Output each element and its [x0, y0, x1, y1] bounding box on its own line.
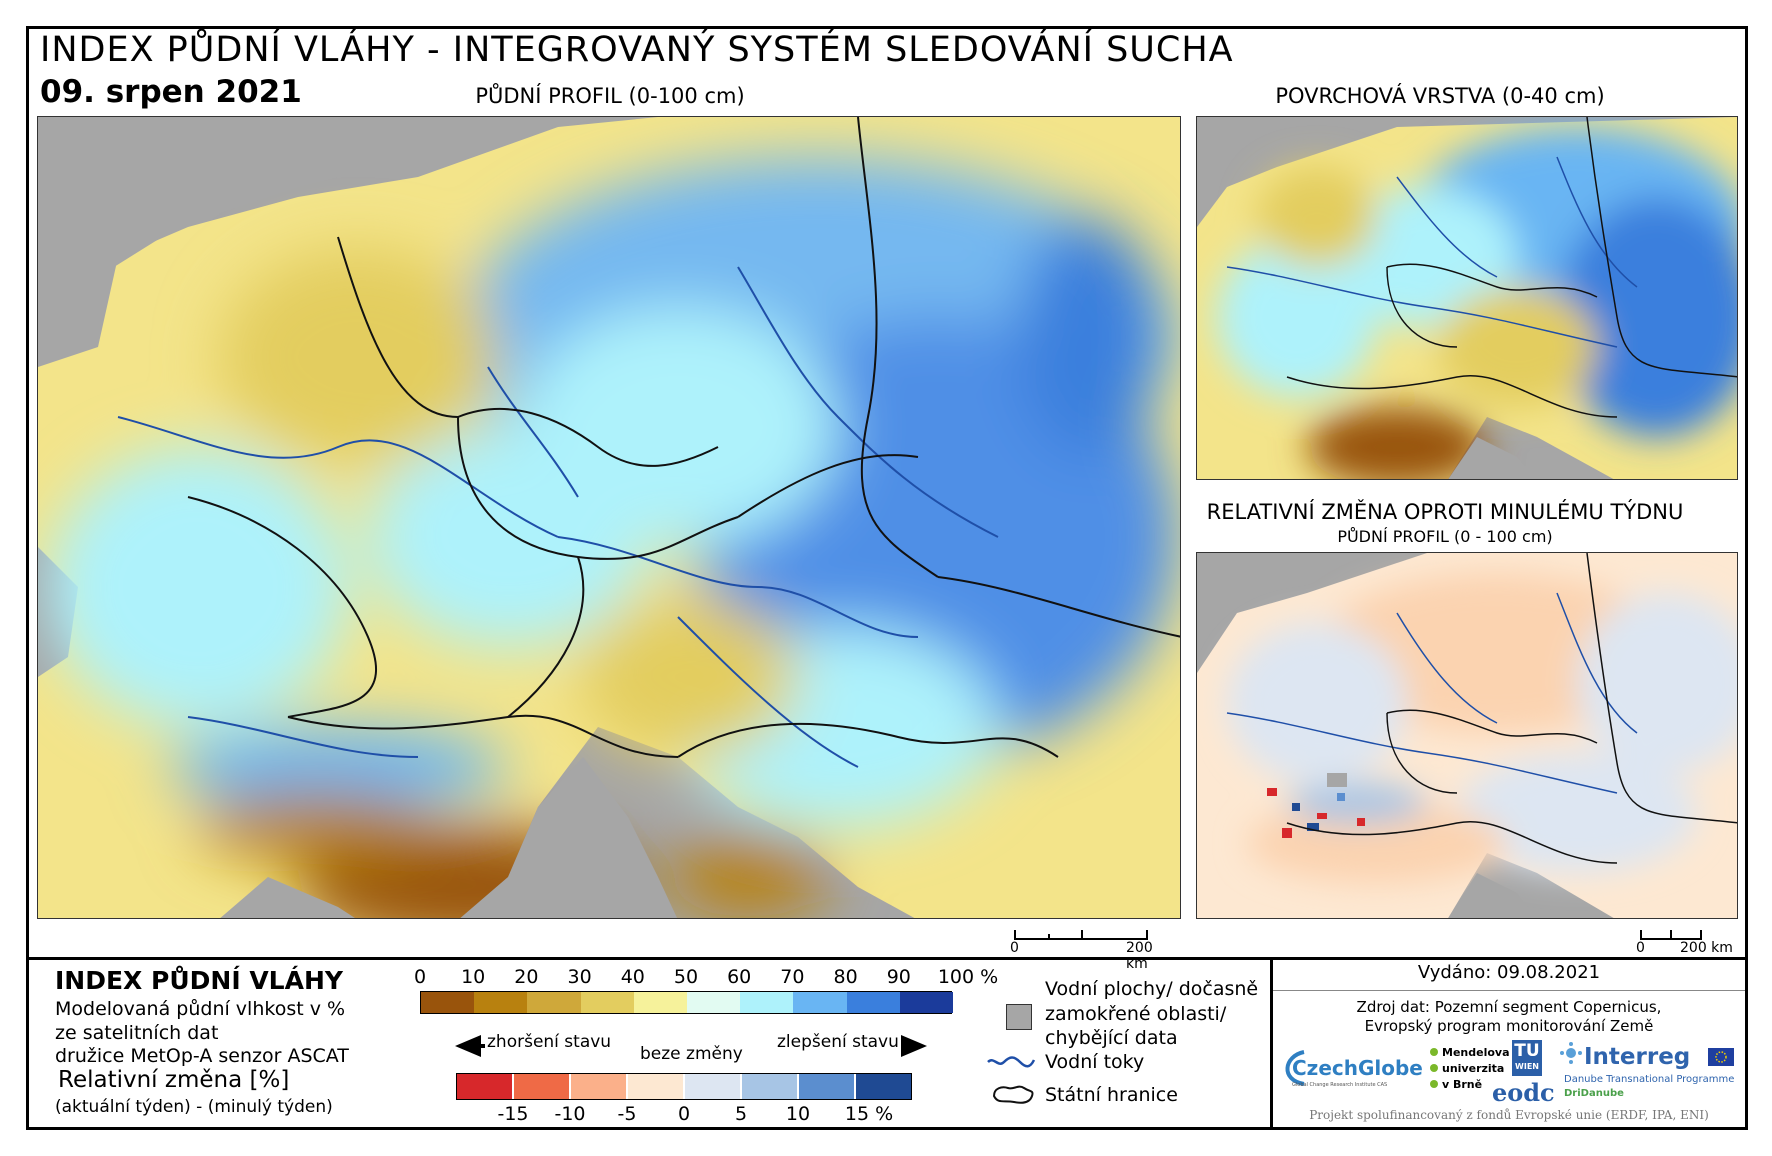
change-map-scale-bar: 0 200 km [1636, 930, 1740, 956]
scale-zero-label: 0 [1010, 940, 1019, 956]
change-map-subcaption: PŮDNÍ PROFIL (0 - 100 cm) [1337, 527, 1553, 546]
index-tick-label: 90 [886, 966, 911, 988]
main-soil-moisture-map [37, 116, 1181, 919]
change-map-caption: RELATIVNÍ ZMĚNA OPROTI MINULÉMU TÝDNU [1206, 500, 1684, 524]
border-outline-icon [992, 1085, 1034, 1104]
czechglobe-arc-icon [1285, 1050, 1305, 1086]
change-legend-desc: (aktuální týden) - (minulý týden) [55, 1097, 333, 1117]
index-swatch [580, 992, 635, 1013]
index-swatch [793, 992, 848, 1013]
eu-flag-icon [1708, 1048, 1734, 1066]
change-swatch [856, 1074, 911, 1099]
index-tick-label: 10 [461, 966, 486, 988]
better-label: zlepšení stavu [775, 1032, 901, 1052]
issued-date: Vydáno: 09.08.2021 [1417, 962, 1601, 983]
main-map-graphic [38, 117, 1180, 918]
nodata-label-line-2: zamokřené oblasti/ [1045, 1003, 1227, 1025]
index-color-ramp [420, 991, 954, 1014]
change-map-graphic [1197, 553, 1737, 918]
index-swatch [846, 992, 901, 1013]
czechglobe-logo: CzechGlobe Global Change Research Instit… [1278, 1044, 1423, 1096]
change-tick-label: -10 [554, 1103, 586, 1125]
index-tick-label: 40 [620, 966, 645, 988]
mendel-university-logo: Mendelova univerzita v Brně [1428, 1044, 1514, 1100]
index-tick-label: 100 % [937, 966, 999, 988]
interreg-sun-icon [1560, 1042, 1582, 1064]
change-swatch [571, 1074, 626, 1099]
info-separator [1273, 990, 1745, 991]
legend-desc-line-1: Modelovaná půdní vlhkost v % [55, 998, 346, 1020]
surface-map-graphic [1197, 117, 1737, 479]
change-swatch [742, 1074, 797, 1099]
legend-desc-line-2: ze satelitních dat [55, 1022, 219, 1044]
index-swatch [421, 992, 475, 1013]
index-tick-label: 0 [413, 966, 427, 988]
info-divider [1270, 957, 1273, 1130]
change-swatch [514, 1074, 569, 1099]
index-tick-label: 20 [514, 966, 539, 988]
river-line-icon [987, 1056, 1036, 1068]
index-tick-labels: 0 10 20 30 40 50 60 70 80 90 100 % [414, 966, 998, 990]
change-color-ramp [456, 1073, 912, 1100]
border-label: Státní hranice [1045, 1084, 1178, 1106]
legend-desc-line-3: družice MetOp-A senzor ASCAT [55, 1045, 349, 1067]
scale-zero-label: 0 [1636, 940, 1645, 956]
scale-max-label: 200 km [1680, 940, 1733, 956]
change-tick-label: 10 [785, 1103, 811, 1125]
source-line-2: Evropský program monitorování Země [1364, 1017, 1654, 1035]
nodata-label-line-3: chybějící data [1045, 1027, 1178, 1049]
index-tick-label: 30 [567, 966, 592, 988]
index-tick-label: 50 [673, 966, 699, 988]
index-tick-label: 70 [780, 966, 805, 988]
index-tick-label: 80 [833, 966, 858, 988]
worse-label: zhoršení stavu [485, 1032, 614, 1052]
main-map-caption: PŮDNÍ PROFIL (0-100 cm) [475, 84, 745, 108]
change-swatch [457, 1074, 512, 1099]
surface-layer-map [1196, 116, 1738, 480]
change-tick-labels: -15 -10 -5 0 5 10 15 % [456, 1103, 912, 1127]
legend-divider [26, 957, 1748, 960]
eu-funding-footer: Projekt spolufinancovaný z fondů Evropsk… [1309, 1108, 1709, 1122]
issue-date-heading: 09. srpen 2021 [40, 74, 302, 110]
change-swatch [799, 1074, 854, 1099]
eodc-logo: eodc [1492, 1078, 1555, 1107]
surface-map-caption: POVRCHOVÁ VRSTVA (0-40 cm) [1275, 84, 1605, 108]
tu-wien-logo: TU WIEN [1512, 1040, 1542, 1076]
index-swatch [474, 992, 528, 1013]
eu-stars-icon [1715, 1051, 1727, 1063]
index-swatch [899, 992, 954, 1013]
index-swatch [527, 992, 582, 1013]
change-tick-label: -5 [617, 1103, 637, 1125]
change-tick-label: 0 [677, 1103, 691, 1125]
border-symbol [990, 1082, 1036, 1106]
index-swatch [633, 992, 688, 1013]
index-tick-label: 60 [727, 966, 752, 988]
interreg-logo: Interreg Danube Transnational Programme … [1560, 1040, 1742, 1106]
mendel-dots-icon [1430, 1048, 1438, 1088]
nochange-label: beze změny [640, 1044, 743, 1064]
river-symbol [986, 1054, 1036, 1070]
change-tick-label: 15 % [844, 1103, 894, 1125]
main-map-scale-bar: 0 200 km [1010, 930, 1164, 972]
scale-max-label: 200 km [1126, 940, 1153, 972]
nodata-label-line-1: Vodní plochy/ dočasně [1045, 978, 1259, 1000]
page-title: INDEX PŮDNÍ VLÁHY - INTEGROVANÝ SYSTÉM S… [40, 30, 1234, 70]
relative-change-map [1196, 552, 1738, 919]
change-swatch [685, 1074, 740, 1099]
change-tick-label: 5 [734, 1103, 748, 1125]
change-swatch [628, 1074, 683, 1099]
change-tick-label: -15 [497, 1103, 529, 1125]
legend-title: INDEX PŮDNÍ VLÁHY [55, 966, 343, 995]
river-label: Vodní toky [1045, 1051, 1145, 1073]
change-legend-title: Relativní změna [%] [58, 1067, 290, 1093]
nodata-swatch [1006, 1004, 1032, 1030]
source-line-1: Zdroj dat: Pozemní segment Copernicus, [1356, 998, 1662, 1016]
index-swatch [740, 992, 794, 1013]
index-swatch [687, 992, 741, 1013]
